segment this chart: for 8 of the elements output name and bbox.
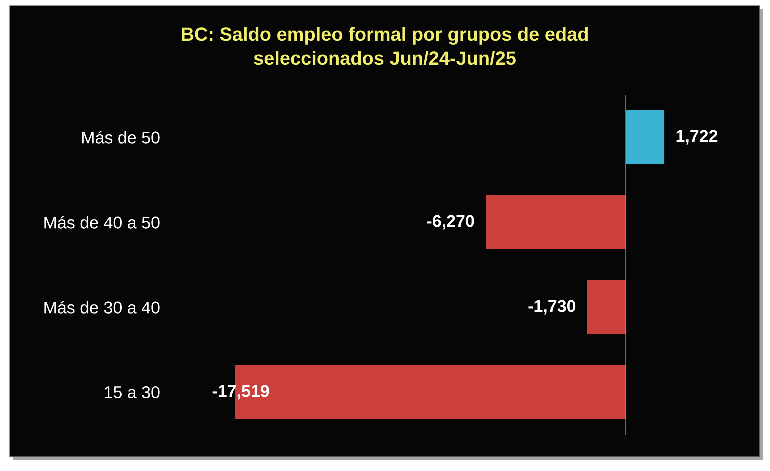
data-label: -6,270 [427, 215, 474, 230]
y-tick-label: Más de 30 a 40 [44, 301, 160, 314]
data-label: -1,730 [528, 300, 576, 315]
y-tick-label: Más de 50 [82, 131, 160, 144]
y-tick-label: Más de 40 a 50 [44, 216, 160, 229]
chart-title: BC: Saldo empleo formal por grupos de edad seleccionados Jun/24-Jun/25 [182, 27, 588, 66]
y-tick-label: 15 a 30 [105, 386, 160, 399]
data-label: 1,722 [676, 130, 718, 145]
